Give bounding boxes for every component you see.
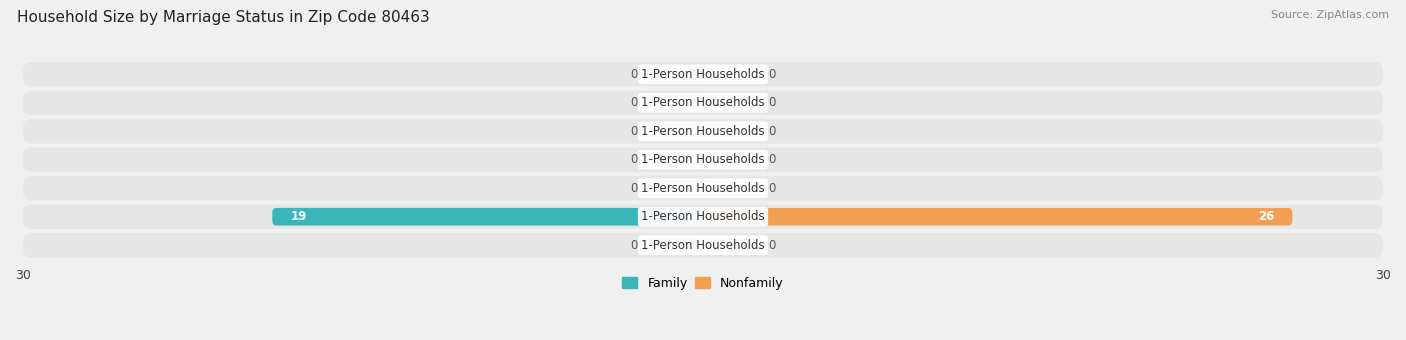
Text: Household Size by Marriage Status in Zip Code 80463: Household Size by Marriage Status in Zip… [17,10,430,25]
Text: 0: 0 [630,96,637,109]
FancyBboxPatch shape [703,151,759,169]
Text: 1-Person Households: 1-Person Households [641,125,765,138]
FancyBboxPatch shape [703,66,759,83]
Text: 1-Person Households: 1-Person Households [641,210,765,223]
Text: 0: 0 [769,153,776,166]
FancyBboxPatch shape [22,62,1384,87]
FancyBboxPatch shape [22,233,1384,257]
FancyBboxPatch shape [22,176,1384,201]
Text: 1-Person Households: 1-Person Households [641,153,765,166]
Text: 1-Person Households: 1-Person Households [641,68,765,81]
FancyBboxPatch shape [22,119,1384,143]
FancyBboxPatch shape [647,151,703,169]
Text: 0: 0 [630,153,637,166]
FancyBboxPatch shape [703,122,759,140]
Text: 1-Person Households: 1-Person Households [641,239,765,252]
Text: 26: 26 [1258,210,1274,223]
FancyBboxPatch shape [22,90,1384,115]
FancyBboxPatch shape [647,66,703,83]
Text: 0: 0 [769,68,776,81]
FancyBboxPatch shape [647,180,703,197]
Text: 0: 0 [630,68,637,81]
Text: 0: 0 [769,182,776,195]
Text: 1-Person Households: 1-Person Households [641,96,765,109]
FancyBboxPatch shape [22,148,1384,172]
FancyBboxPatch shape [703,180,759,197]
Text: 0: 0 [630,125,637,138]
FancyBboxPatch shape [703,208,1292,225]
Text: 0: 0 [769,239,776,252]
Legend: Family, Nonfamily: Family, Nonfamily [617,272,789,295]
FancyBboxPatch shape [647,236,703,254]
FancyBboxPatch shape [703,94,759,112]
FancyBboxPatch shape [703,236,759,254]
FancyBboxPatch shape [273,208,703,225]
Text: 0: 0 [630,182,637,195]
Text: 0: 0 [769,125,776,138]
Text: 1-Person Households: 1-Person Households [641,182,765,195]
Text: 0: 0 [630,239,637,252]
Text: 0: 0 [769,96,776,109]
FancyBboxPatch shape [647,122,703,140]
FancyBboxPatch shape [647,94,703,112]
FancyBboxPatch shape [22,204,1384,229]
Text: Source: ZipAtlas.com: Source: ZipAtlas.com [1271,10,1389,20]
Text: 19: 19 [291,210,307,223]
